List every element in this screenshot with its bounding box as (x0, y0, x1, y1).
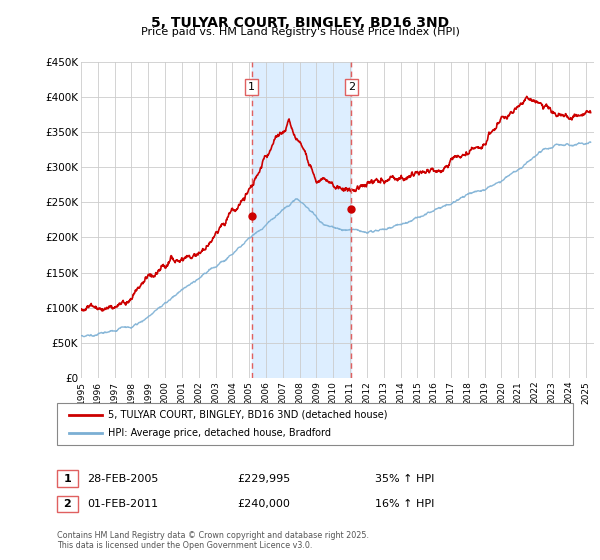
Text: 5, TULYAR COURT, BINGLEY, BD16 3ND (detached house): 5, TULYAR COURT, BINGLEY, BD16 3ND (deta… (108, 410, 388, 420)
Text: 2: 2 (64, 499, 71, 509)
Text: £240,000: £240,000 (237, 499, 290, 509)
Text: 1: 1 (64, 474, 71, 484)
Text: 28-FEB-2005: 28-FEB-2005 (87, 474, 158, 484)
Bar (252, 62, 352, 378)
Text: £229,995: £229,995 (237, 474, 290, 484)
Text: 1: 1 (248, 82, 255, 92)
Text: 35% ↑ HPI: 35% ↑ HPI (375, 474, 434, 484)
Text: Price paid vs. HM Land Registry's House Price Index (HPI): Price paid vs. HM Land Registry's House … (140, 27, 460, 37)
Text: HPI: Average price, detached house, Bradford: HPI: Average price, detached house, Brad… (108, 428, 331, 438)
Text: 16% ↑ HPI: 16% ↑ HPI (375, 499, 434, 509)
Text: Contains HM Land Registry data © Crown copyright and database right 2025.
This d: Contains HM Land Registry data © Crown c… (57, 531, 369, 550)
Text: 5, TULYAR COURT, BINGLEY, BD16 3ND: 5, TULYAR COURT, BINGLEY, BD16 3ND (151, 16, 449, 30)
Text: 01-FEB-2011: 01-FEB-2011 (87, 499, 158, 509)
Text: 2: 2 (348, 82, 355, 92)
